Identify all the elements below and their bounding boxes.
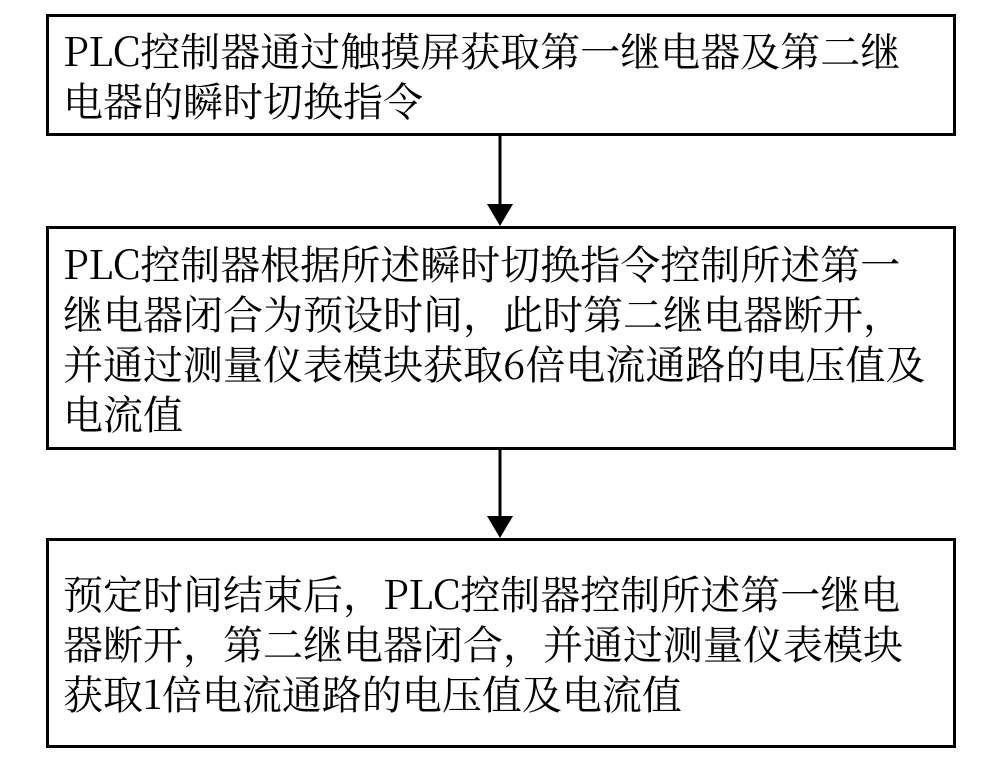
flowchart-node-n2: PLC控制器根据所述瞬时切换指令控制所述第一继电器闭合为预设时间，此时第二继电器… — [46, 226, 956, 450]
flowchart-node-text: PLC控制器根据所述瞬时切换指令控制所述第一继电器闭合为预设时间，此时第二继电器… — [49, 232, 953, 444]
flowchart-node-n3: 预定时间结束后，PLC控制器控制所述第一继电器断开，第二继电器闭合，并通过测量仪… — [46, 538, 956, 748]
flowchart-canvas: PLC控制器通过触摸屏获取第一继电器及第二继电器的瞬时切换指令 PLC控制器根据所… — [0, 0, 1000, 763]
flowchart-arrow — [483, 450, 517, 538]
flowchart-node-text: 预定时间结束后，PLC控制器控制所述第一继电器断开，第二继电器闭合，并通过测量仪… — [49, 562, 953, 724]
flowchart-node-text: PLC控制器通过触摸屏获取第一继电器及第二继电器的瞬时切换指令 — [49, 19, 953, 131]
flowchart-arrow — [483, 136, 517, 226]
flowchart-node-n1: PLC控制器通过触摸屏获取第一继电器及第二继电器的瞬时切换指令 — [46, 14, 956, 136]
